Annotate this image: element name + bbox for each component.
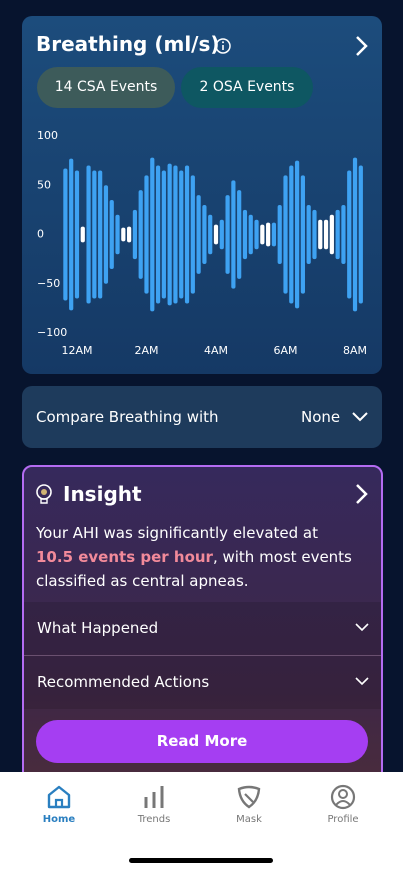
insight-text: Your AHI was significantly elevated at 1… — [36, 521, 356, 593]
bottom-nav: Home Trends Mask Profile — [0, 772, 403, 874]
home-indicator — [129, 858, 273, 863]
trends-icon — [144, 786, 164, 808]
x-tick-label: 6AM — [274, 344, 298, 357]
y-tick-label: −50 — [37, 277, 60, 290]
breath-bar — [323, 219, 329, 250]
breath-bar — [300, 175, 305, 294]
breath-bar — [231, 180, 236, 289]
chevron-right[interactable] — [352, 34, 372, 58]
insight-title: Insight — [63, 482, 142, 506]
breath-bar — [127, 226, 132, 243]
breath-bar — [266, 222, 271, 247]
breath-bar — [306, 204, 311, 265]
breath-bar — [179, 170, 184, 299]
breath-bar — [167, 163, 172, 306]
osa-chip[interactable]: 2 OSA Events — [181, 67, 313, 108]
breath-bar — [335, 209, 340, 260]
text: Your AHI was significantly elevated at — [36, 524, 318, 542]
bulb-icon — [36, 484, 52, 504]
breath-bar — [173, 165, 178, 304]
breath-bar — [80, 226, 85, 243]
breath-bar — [312, 209, 317, 260]
breath-bar — [109, 200, 114, 269]
breath-bar — [132, 209, 138, 260]
section-row[interactable]: What Happened — [24, 602, 381, 655]
breath-bar — [329, 214, 334, 255]
y-tick-label: 0 — [37, 228, 44, 241]
breath-bar — [74, 170, 80, 299]
compare-value: None — [301, 408, 341, 426]
section-row[interactable]: Recommended Actions — [24, 656, 381, 709]
x-tick-label: 2AM — [134, 344, 158, 357]
breath-bar — [225, 195, 230, 274]
divider — [24, 655, 381, 656]
breath-bar — [121, 227, 126, 242]
info-icon[interactable] — [214, 37, 232, 55]
breath-bar — [283, 175, 288, 294]
breath-bar — [115, 214, 120, 255]
mask-icon — [237, 785, 261, 809]
y-tick-label: 50 — [37, 178, 51, 191]
breath-bar — [260, 224, 265, 245]
compare-card[interactable] — [22, 386, 382, 448]
nav-label[interactable]: Mask — [236, 814, 262, 825]
breath-bar — [150, 157, 155, 312]
breath-bar — [213, 224, 219, 245]
y-tick-label: −100 — [37, 326, 67, 339]
breath-bar — [161, 170, 166, 299]
nav-label[interactable]: Home — [42, 814, 76, 825]
breath-bar — [196, 195, 201, 274]
breath-bar — [318, 219, 323, 250]
chevron-right[interactable] — [352, 482, 372, 506]
x-tick-label: 8AM — [343, 344, 367, 357]
nav-label[interactable]: Profile — [327, 814, 359, 825]
breath-bar — [69, 158, 74, 311]
section-title: What Happened — [37, 619, 159, 637]
chevron-down — [352, 412, 368, 422]
breath-bar — [347, 170, 352, 299]
nav-label[interactable]: Trends — [137, 814, 171, 825]
breath-bar — [294, 160, 300, 309]
chevron-down — [355, 623, 369, 632]
breath-bar — [144, 175, 149, 294]
read-more-button[interactable]: Read More — [36, 720, 368, 763]
home-icon — [47, 785, 71, 809]
breath-bar — [86, 165, 91, 304]
chevron-down — [355, 677, 369, 686]
breath-bar — [219, 219, 224, 250]
breath-bar — [271, 222, 277, 247]
breath-bar — [289, 165, 294, 304]
breath-bar — [248, 214, 253, 255]
breath-bar — [277, 204, 282, 265]
compare-label: Compare Breathing with — [36, 408, 219, 426]
breath-bar — [103, 185, 109, 284]
breath-bar — [98, 170, 103, 299]
text: , with most events classified as central… — [36, 548, 352, 590]
y-tick-label: 100 — [37, 129, 58, 142]
breath-bar — [155, 165, 161, 304]
breathing-chart: 100 50 0 −50 −100 12AM 2AM 4AM 6AM 8AM — [37, 129, 367, 357]
section-title: Recommended Actions — [37, 673, 210, 691]
breath-bar — [184, 165, 190, 304]
highlight: 10.5 events per hour — [36, 548, 213, 566]
breath-bar — [138, 190, 143, 279]
breath-bar — [63, 168, 68, 301]
breath-bar — [92, 170, 97, 299]
breath-bar — [202, 204, 207, 265]
breath-bar — [190, 175, 195, 294]
breath-bar — [237, 190, 242, 279]
breath-bar — [358, 165, 363, 304]
breath-bar — [242, 209, 248, 260]
breath-bar — [341, 204, 346, 265]
x-tick-label: 12AM — [61, 344, 92, 357]
card-title: Breathing (ml/s) — [36, 32, 220, 56]
x-tick-label: 4AM — [204, 344, 228, 357]
breath-bar — [254, 219, 259, 250]
profile-icon — [330, 784, 356, 810]
csa-chip[interactable]: 14 CSA Events — [37, 67, 175, 108]
breath-bar — [352, 157, 358, 312]
breath-bar — [208, 214, 213, 255]
